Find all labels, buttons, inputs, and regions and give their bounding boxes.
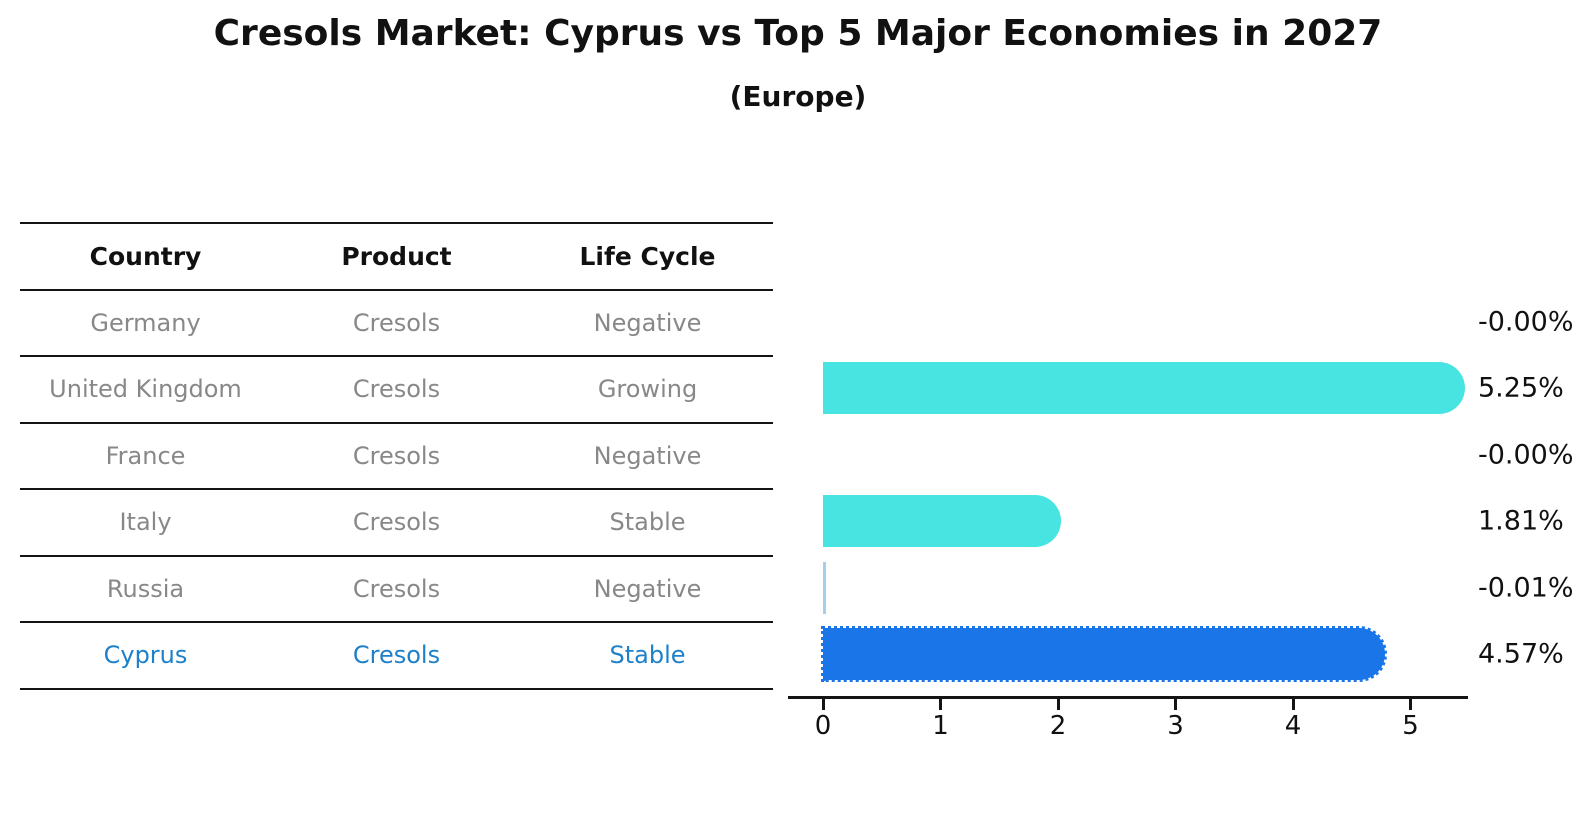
cell-life-cycle: Stable xyxy=(609,508,686,537)
cell-country: Germany xyxy=(90,308,201,337)
cell-product: Cresols xyxy=(352,441,441,470)
x-tick-label: 2 xyxy=(1049,711,1067,741)
x-tick xyxy=(1056,699,1060,710)
table-header-row: Country Product Life Cycle xyxy=(20,224,773,291)
x-axis-line xyxy=(788,696,1468,699)
bar-cyprus xyxy=(821,626,1387,683)
cell-product: Cresols xyxy=(352,641,441,670)
table-row: Germany Cresols Negative xyxy=(20,291,773,357)
table-row: Russia Cresols Negative xyxy=(20,557,773,623)
cell-life-cycle: Negative xyxy=(593,574,702,603)
x-tick xyxy=(939,699,942,710)
cell-product: Cresols xyxy=(352,375,441,404)
cell-product: Cresols xyxy=(352,508,441,537)
cell-product: Cresols xyxy=(352,574,441,603)
cell-life-cycle: Negative xyxy=(593,441,702,470)
cell-life-cycle: Negative xyxy=(593,308,702,337)
cell-country: Italy xyxy=(119,508,172,537)
chart-title: Cresols Market: Cyprus vs Top 5 Major Ec… xyxy=(213,13,1383,54)
bar-russia xyxy=(823,561,826,614)
table-row: United Kingdom Cresols Growing xyxy=(20,357,773,424)
value-label-germany: -0.00% xyxy=(1478,306,1574,338)
x-tick-label: 4 xyxy=(1284,711,1302,741)
x-tick xyxy=(1174,699,1177,710)
country-table: Country Product Life Cycle Germany Creso… xyxy=(20,222,773,690)
table-row: Cyprus Cresols Stable xyxy=(20,623,773,690)
value-label-italy: 1.81% xyxy=(1478,505,1564,537)
cell-product: Cresols xyxy=(352,308,441,337)
cell-life-cycle: Stable xyxy=(609,641,686,670)
cell-country: United Kingdom xyxy=(49,375,242,404)
cell-country: France xyxy=(105,441,186,470)
column-header-life-cycle: Life Cycle xyxy=(579,241,716,271)
x-tick-label: 1 xyxy=(932,711,949,741)
value-label-cyprus: 4.57% xyxy=(1478,638,1564,670)
x-tick-label: 3 xyxy=(1167,711,1184,741)
value-label-united-kingdom: 5.25% xyxy=(1478,372,1564,404)
x-tick-label: 0 xyxy=(814,711,832,741)
x-tick xyxy=(1409,699,1412,710)
x-tick-label: 5 xyxy=(1402,711,1419,741)
bar-united-kingdom xyxy=(823,362,1465,415)
x-tick xyxy=(821,699,825,710)
table-row: France Cresols Negative xyxy=(20,424,773,490)
cell-country: Russia xyxy=(106,574,185,603)
cell-country: Cyprus xyxy=(103,641,188,670)
bar-italy xyxy=(823,495,1061,548)
chart-subtitle: (Europe) xyxy=(729,80,867,113)
x-tick xyxy=(1291,699,1295,710)
column-header-product: Product xyxy=(341,241,452,271)
value-label-france: -0.00% xyxy=(1478,439,1574,471)
column-header-country: Country xyxy=(89,241,202,271)
table-row: Italy Cresols Stable xyxy=(20,490,773,557)
cell-life-cycle: Growing xyxy=(597,375,698,404)
value-label-russia: -0.01% xyxy=(1478,572,1574,604)
